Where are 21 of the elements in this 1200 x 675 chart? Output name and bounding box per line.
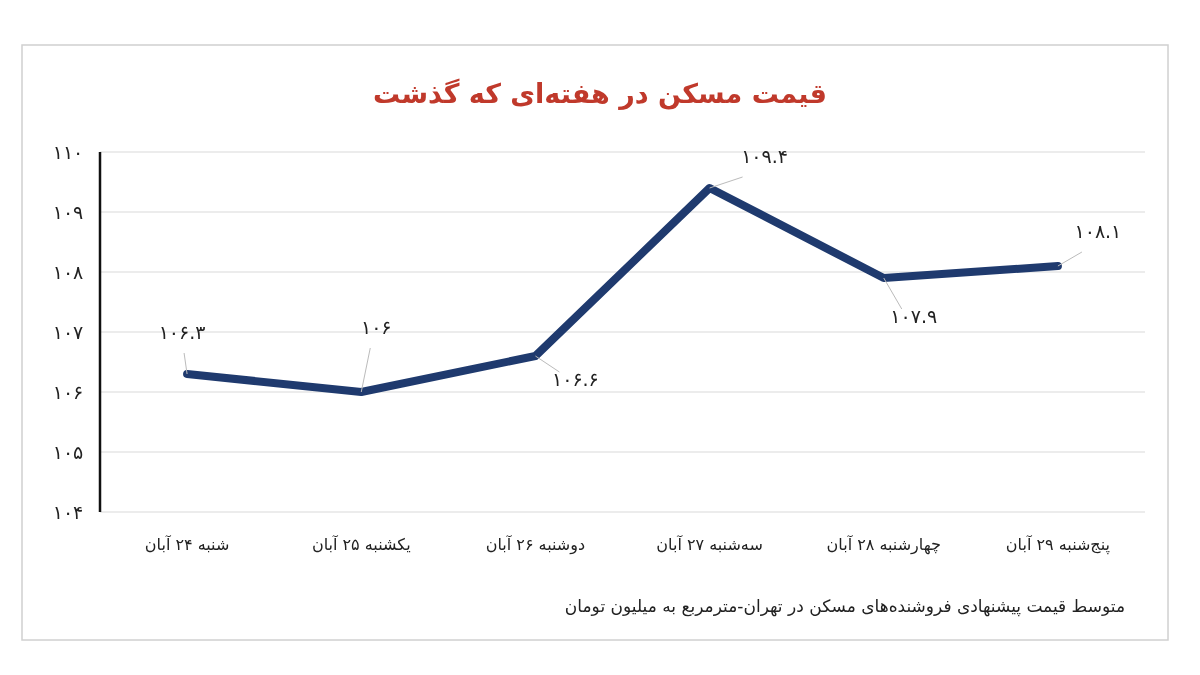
data-label: ۱۰۶: [360, 316, 392, 338]
x-tick-label: پنج‌شنبه ۲۹ آبان: [1005, 535, 1110, 555]
x-tick-label: شنبه ۲۴ آبان: [144, 535, 230, 554]
data-label: ۱۰۹.۴: [741, 145, 789, 167]
y-tick-label: ۱۰۶: [52, 381, 84, 403]
x-tick-label: سه‌شنبه ۲۷ آبان: [656, 535, 763, 554]
y-tick-label: ۱۰۴: [52, 501, 84, 523]
y-tick-label: ۱۰۷: [52, 321, 84, 343]
x-tick-label: چهارشنبه ۲۸ آبان: [826, 535, 941, 555]
x-tick-label: دوشنبه ۲۶ آبان: [485, 535, 586, 555]
y-tick-label: ۱۱۰: [52, 141, 84, 163]
data-label: ۱۰۸.۱: [1074, 220, 1122, 242]
text: متوسط قیمت پیشنهادی فروشنده‌های مسکن در تهران-مترمربع به میلیون تومان: [564, 596, 1125, 617]
x-tick-label: یکشنبه ۲۵ آبان: [311, 535, 411, 554]
y-tick-label: ۱۰۸: [52, 261, 84, 283]
data-label: ۱۰۶.۳: [158, 321, 206, 343]
y-tick-label: ۱۰۵: [52, 441, 84, 463]
chart-title: قیمت مسکن در هفته‌ای که گذشت: [372, 78, 828, 110]
y-tick-label: ۱۰۹: [52, 201, 84, 223]
data-label: ۱۰۷.۹: [890, 305, 938, 327]
data-label: ۱۰۶.۶: [551, 368, 599, 390]
